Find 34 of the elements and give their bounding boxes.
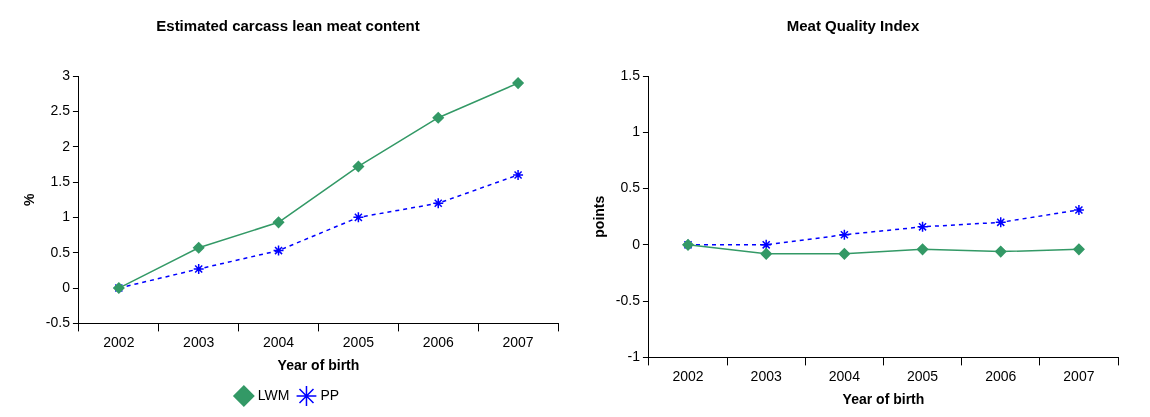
legend-label: PP xyxy=(320,386,340,403)
x-axis-title: Year of birth xyxy=(842,391,925,408)
x-tick-label: 2004 xyxy=(828,367,861,384)
x-tick-label: 2003 xyxy=(750,367,782,384)
y-tick-label: 1 xyxy=(632,123,641,140)
x-tick-label: 2004 xyxy=(262,333,295,350)
x-tick-label: 2006 xyxy=(985,367,1017,384)
y-tick-label: 2 xyxy=(62,137,71,154)
y-axis-title: points xyxy=(591,195,608,238)
legend-label: LWM xyxy=(257,386,290,403)
x-tick-label: 2003 xyxy=(183,333,215,350)
x-tick-label: 2005 xyxy=(906,367,939,384)
y-axis-title: % xyxy=(21,192,38,206)
x-tick-label: 2007 xyxy=(502,333,534,350)
x-tick-label: 2002 xyxy=(103,333,135,350)
y-tick-label: -0.5 xyxy=(615,291,641,308)
y-tick-label: 1.5 xyxy=(620,66,641,83)
y-tick-label: 0.5 xyxy=(50,243,71,260)
y-tick-label: 0.5 xyxy=(620,179,641,196)
x-tick-label: 2007 xyxy=(1063,367,1095,384)
chart-title: Estimated carcass lean meat content xyxy=(156,17,420,35)
y-tick-label: 3 xyxy=(62,66,71,83)
x-tick-label: 2006 xyxy=(422,333,455,350)
x-tick-label: 2005 xyxy=(342,333,375,350)
x-axis-title: Year of birth xyxy=(277,357,360,374)
x-tick-label: 2002 xyxy=(672,367,704,384)
y-tick-label: 1 xyxy=(62,208,71,225)
y-tick-label: 0 xyxy=(632,235,641,252)
chart-title: Meat Quality Index xyxy=(786,17,920,35)
y-tick-label: -1 xyxy=(627,348,641,365)
y-tick-label: 2.5 xyxy=(50,102,71,119)
y-tick-label: 0 xyxy=(62,278,71,295)
y-tick-label: -0.5 xyxy=(45,314,71,331)
y-tick-label: 1.5 xyxy=(50,172,71,189)
